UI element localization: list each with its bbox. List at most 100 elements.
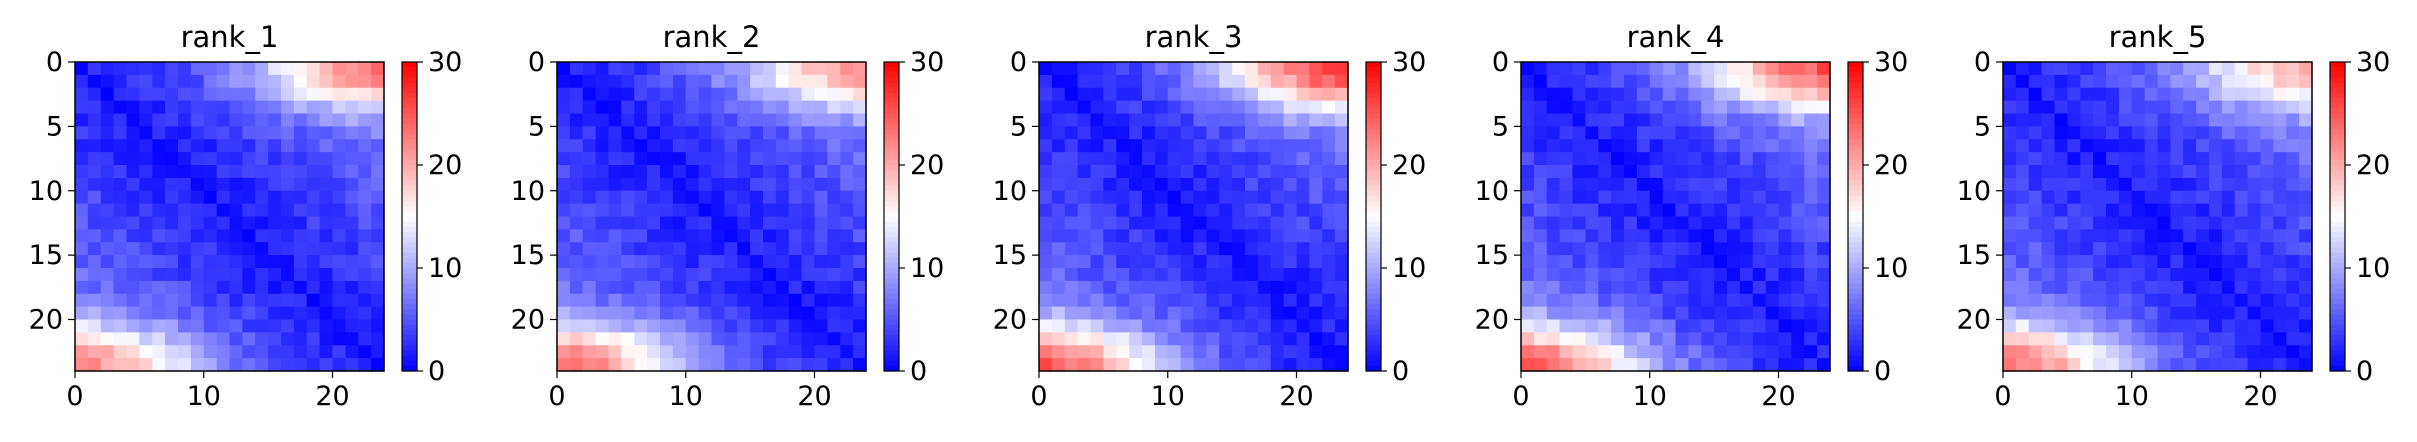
heatmap-cell: [2209, 100, 2223, 115]
heatmap-cell: [853, 152, 867, 166]
heatmap-cell: [1077, 319, 1092, 333]
colorbar-segment: [402, 309, 417, 315]
heatmap-cell: [1270, 74, 1285, 89]
heatmap-cell: [75, 293, 89, 308]
colorbar-segment: [1366, 340, 1381, 346]
heatmap-cell: [319, 293, 334, 308]
heatmap-cell: [139, 345, 153, 359]
heatmap-cell: [840, 332, 854, 346]
colorbar-segment: [884, 87, 899, 94]
heatmap-cell: [1116, 268, 1130, 282]
heatmap-cell: [2015, 190, 2030, 205]
heatmap-cell: [2299, 190, 2313, 205]
heatmap-cell: [255, 139, 269, 153]
heatmap-cell: [1103, 62, 1117, 76]
heatmap-cell: [1739, 87, 1754, 102]
heatmap-cell: [1103, 177, 1117, 192]
colorbar-segment: [1848, 324, 1863, 331]
heatmap-cell: [293, 87, 308, 102]
heatmap-cell: [1232, 358, 1246, 372]
heatmap-cell: [1335, 242, 1349, 256]
heatmap-cell: [2080, 242, 2094, 256]
heatmap-cell: [2209, 216, 2223, 230]
heatmap-cell: [1232, 293, 1246, 308]
heatmap-cell: [1817, 306, 1831, 321]
heatmap-cell: [1739, 113, 1754, 127]
heatmap-cell: [634, 358, 648, 372]
heatmap-cell: [1662, 216, 1677, 230]
heatmap-cell: [621, 100, 635, 115]
heatmap-cell: [1167, 293, 1182, 308]
heatmap-cell: [203, 203, 218, 218]
heatmap-cell: [2273, 165, 2287, 179]
heatmap-cell: [634, 319, 648, 333]
heatmap-cell: [2093, 203, 2107, 218]
heatmap-cell: [2144, 126, 2159, 140]
heatmap-cell: [2131, 306, 2146, 321]
heatmap-cell: [1167, 242, 1182, 256]
heatmap-cell: [750, 319, 764, 333]
heatmap-cell: [75, 216, 89, 230]
heatmap-cell: [1521, 62, 1535, 76]
heatmap-cell: [1090, 358, 1104, 372]
heatmap-cell: [2028, 293, 2043, 308]
heatmap-cell: [2093, 62, 2107, 76]
heatmap-cell: [685, 74, 700, 89]
heatmap-cell: [2093, 229, 2107, 243]
heatmap-cell: [1142, 332, 1156, 346]
heatmap-cell: [788, 345, 803, 359]
heatmap-cell: [582, 62, 597, 76]
heatmap-cell: [1624, 152, 1638, 166]
heatmap-cell: [1778, 229, 1792, 243]
colorbar-segment: [1848, 118, 1863, 125]
heatmap-cell: [1572, 255, 1586, 269]
heatmap-cell: [569, 139, 584, 153]
heatmap-cell: [1077, 280, 1092, 295]
heatmap-cell: [293, 358, 308, 372]
heatmap-cell: [672, 345, 687, 359]
heatmap-cell: [1791, 62, 1805, 76]
heatmap-cell: [1521, 152, 1535, 166]
heatmap-cell: [2221, 165, 2236, 179]
heatmap-cell: [1039, 139, 1053, 153]
colorbar-segment: [884, 103, 899, 109]
heatmap-cell: [293, 319, 308, 333]
heatmap-cell: [178, 113, 192, 127]
heatmap-cell: [1817, 216, 1831, 230]
heatmap-cell: [1662, 229, 1677, 243]
heatmap-cell: [126, 87, 140, 102]
colorbar-segment: [884, 190, 899, 197]
heatmap-cell: [2080, 293, 2094, 308]
heatmap-cell: [126, 345, 140, 359]
heatmap-cell: [1714, 358, 1728, 372]
heatmap-cell: [2067, 293, 2081, 308]
heatmap-cell: [2247, 126, 2262, 140]
heatmap-cell: [345, 165, 359, 179]
heatmap-cell: [306, 62, 321, 76]
heatmap-cell: [216, 126, 231, 140]
heatmap-cell: [750, 358, 764, 372]
heatmap-cell: [1180, 113, 1195, 127]
heatmap-cell: [2028, 280, 2043, 295]
heatmap-cell: [853, 229, 867, 243]
heatmap-cell: [775, 242, 790, 256]
colorbar-segment: [2330, 319, 2345, 326]
colorbar-segment: [2330, 128, 2345, 135]
heatmap-cell: [557, 332, 571, 346]
heatmap-cell: [1546, 126, 1561, 140]
heatmap-cell: [268, 268, 282, 282]
colorbar-tick-label: 30: [1392, 47, 1426, 78]
heatmap-cell: [1817, 203, 1831, 218]
heatmap-cell: [801, 255, 816, 269]
heatmap-cell: [1675, 293, 1689, 308]
heatmap-cell: [1296, 100, 1310, 115]
heatmap-cell: [1309, 203, 1323, 218]
heatmap-cell: [1309, 229, 1323, 243]
heatmap-cell: [1206, 345, 1220, 359]
heatmap-cell: [1765, 139, 1780, 153]
heatmap-cell: [2209, 229, 2223, 243]
heatmap-cell: [2041, 229, 2056, 243]
heatmap-cell: [660, 255, 674, 269]
heatmap-cell: [685, 87, 700, 102]
heatmap-cell: [1309, 358, 1323, 372]
